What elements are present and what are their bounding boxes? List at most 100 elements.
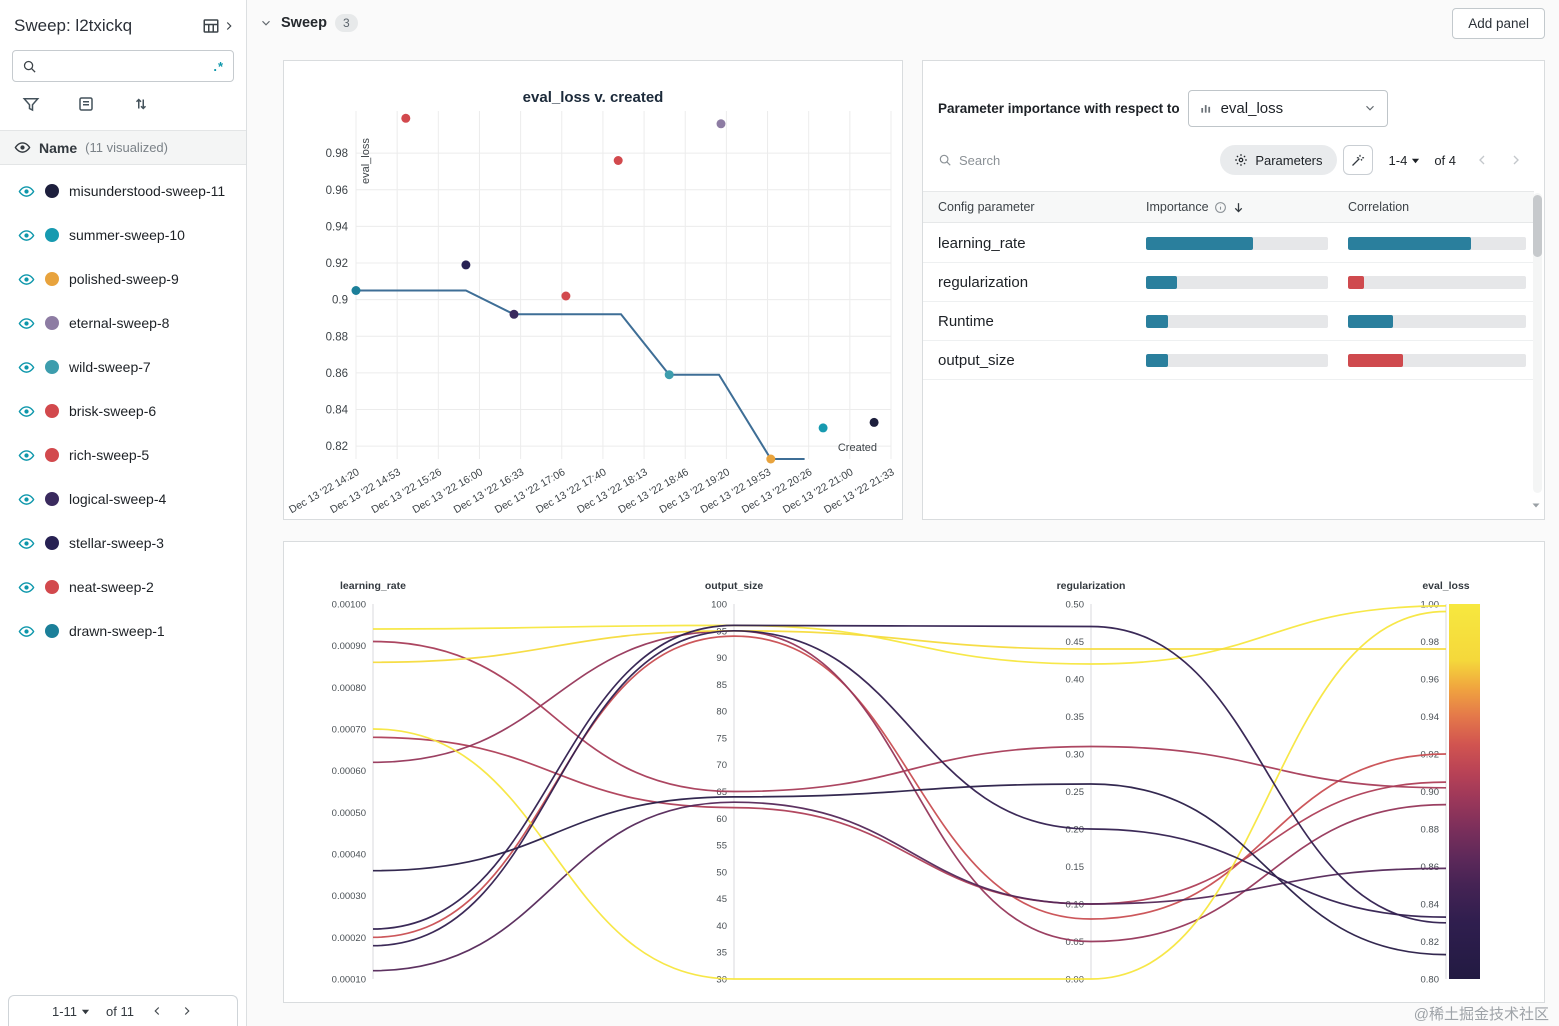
run-visibility-eye-icon[interactable] [18,359,35,376]
filter-funnel-icon[interactable] [22,95,40,113]
regex-toggle[interactable]: .* [213,58,224,74]
importance-page-range[interactable]: 1-4 [1389,153,1421,168]
parameter-row[interactable]: Runtime [923,302,1534,341]
importance-table-body: learning_rate regularization Runtime out… [923,224,1534,380]
run-name[interactable]: neat-sweep-2 [69,579,154,595]
run-visibility-eye-icon[interactable] [18,271,35,288]
add-panel-button[interactable]: Add panel [1452,8,1545,39]
svg-text:regularization: regularization [1057,580,1126,592]
run-name[interactable]: drawn-sweep-1 [69,623,165,639]
run-visibility-eye-icon[interactable] [18,579,35,596]
run-name[interactable]: misunderstood-sweep-11 [69,183,226,199]
run-list-item[interactable]: summer-sweep-10 [0,213,246,257]
scroll-down-arrow-icon[interactable] [1530,499,1542,511]
svg-text:Dec 13 '22 21:33: Dec 13 '22 21:33 [822,466,897,516]
magic-wand-button[interactable] [1342,145,1373,175]
prev-page-icon[interactable] [150,1004,164,1018]
page-of-label: of 11 [106,1003,134,1019]
visibility-eye-icon[interactable] [14,139,31,156]
run-search-input[interactable] [44,58,207,74]
run-list-item[interactable]: logical-sweep-4 [0,477,246,521]
panel-count-badge: 3 [334,14,358,32]
collapse-section-chevron-icon[interactable] [259,16,273,30]
run-list-item[interactable]: stellar-sweep-3 [0,521,246,565]
run-color-dot [45,228,59,242]
runs-sidebar: Sweep: l2txickq .* Name [0,0,247,1026]
run-visibility-eye-icon[interactable] [18,491,35,508]
chevron-down-icon [1363,101,1377,115]
run-list-item[interactable]: eternal-sweep-8 [0,301,246,345]
svg-text:0.00: 0.00 [1066,975,1085,986]
sort-icon[interactable] [132,95,150,113]
run-name[interactable]: eternal-sweep-8 [69,315,170,331]
svg-text:0.00030: 0.00030 [332,891,366,902]
parameter-row[interactable]: learning_rate [923,224,1534,263]
next-page-icon[interactable] [180,1004,194,1018]
columns-notes-icon[interactable] [77,95,95,113]
scrollbar-thumb[interactable] [1533,195,1542,257]
run-list-item[interactable]: brisk-sweep-6 [0,389,246,433]
parameter-row[interactable]: output_size [923,341,1534,380]
run-visibility-eye-icon[interactable] [18,315,35,332]
page-size-select[interactable]: 1-11 [52,1004,90,1019]
parallel-coordinates-panel: learning_rate 0.00100 0.00090 0.00080 0.0007… [283,541,1545,1003]
prev-page-icon[interactable] [1474,152,1490,168]
svg-text:0.84: 0.84 [1421,900,1440,911]
expand-sidebar-chevron-icon[interactable] [222,19,236,33]
metric-select[interactable]: eval_loss [1187,89,1388,127]
run-color-dot [45,184,59,198]
run-list-item[interactable]: rich-sweep-5 [0,433,246,477]
svg-text:0.9: 0.9 [332,295,348,307]
run-name[interactable]: logical-sweep-4 [69,491,167,507]
correlation-column-header[interactable]: Correlation [1348,200,1410,214]
run-list-item[interactable]: polished-sweep-9 [0,257,246,301]
svg-text:0.00080: 0.00080 [332,683,366,694]
run-name[interactable]: summer-sweep-10 [69,227,185,243]
scrollbar[interactable] [1533,193,1542,493]
run-name[interactable]: rich-sweep-5 [69,447,150,463]
svg-text:0.25: 0.25 [1066,787,1085,798]
svg-text:0.98: 0.98 [1421,637,1440,648]
importance-bar [1146,236,1328,250]
run-name[interactable]: stellar-sweep-3 [69,535,164,551]
run-visibility-eye-icon[interactable] [18,535,35,552]
svg-text:0.00070: 0.00070 [332,725,366,736]
parameters-button[interactable]: Parameters [1220,145,1337,175]
run-name[interactable]: brisk-sweep-6 [69,403,157,419]
run-list-item[interactable]: wild-sweep-7 [0,345,246,389]
parallel-coordinates-chart[interactable]: learning_rate0.001000.000900.000800.0007… [284,542,1544,1002]
run-visibility-eye-icon[interactable] [18,403,35,420]
run-visibility-eye-icon[interactable] [18,447,35,464]
section-label: Name [39,139,78,156]
config-parameter-column-header[interactable]: Config parameter [938,200,1035,214]
svg-text:0.00060: 0.00060 [332,766,366,777]
run-name[interactable]: wild-sweep-7 [69,359,151,375]
svg-text:Dec 13 '22 21:00: Dec 13 '22 21:00 [781,466,856,516]
run-color-dot [45,404,59,418]
importance-column-header[interactable]: Importance [1146,200,1348,214]
svg-text:0.86: 0.86 [326,368,348,380]
run-visibility-eye-icon[interactable] [18,227,35,244]
sweep-section-label[interactable]: Sweep [281,15,327,31]
importance-toolbar: Parameters 1-4 of 4 [938,143,1524,177]
runs-table-icon[interactable] [202,17,220,35]
sort-descending-arrow-icon[interactable] [1232,201,1245,214]
run-color-dot [45,624,59,638]
svg-text:40: 40 [716,921,727,932]
svg-text:Dec 13 '22 14:20: Dec 13 '22 14:20 [287,466,362,516]
parameter-search[interactable] [938,152,1220,168]
importance-page-of: of 4 [1434,152,1456,168]
run-list-item[interactable]: neat-sweep-2 [0,565,246,609]
run-visibility-eye-icon[interactable] [18,183,35,200]
next-page-icon[interactable] [1508,152,1524,168]
svg-text:85: 85 [716,680,727,691]
parameter-row[interactable]: regularization [923,263,1534,302]
parameter-search-input[interactable] [959,152,1109,168]
run-list-item[interactable]: misunderstood-sweep-11 [0,169,246,213]
run-name[interactable]: polished-sweep-9 [69,271,179,287]
run-list-item[interactable]: drawn-sweep-1 [0,609,246,653]
run-search[interactable]: .* [12,50,234,82]
run-visibility-eye-icon[interactable] [18,623,35,640]
svg-text:0.35: 0.35 [1066,712,1085,723]
